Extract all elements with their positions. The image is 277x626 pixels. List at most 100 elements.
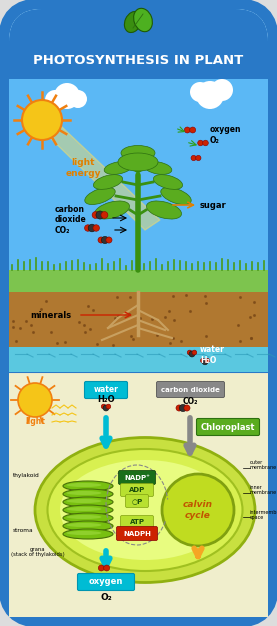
Circle shape (106, 237, 112, 243)
Ellipse shape (63, 529, 113, 539)
Ellipse shape (161, 187, 191, 205)
Ellipse shape (63, 513, 113, 523)
Ellipse shape (124, 11, 142, 33)
Text: carbon dioxide: carbon dioxide (161, 386, 219, 393)
Circle shape (196, 155, 201, 161)
Ellipse shape (121, 145, 155, 160)
Bar (9, 42, 268, 79)
Circle shape (101, 404, 106, 409)
Circle shape (203, 140, 208, 146)
Circle shape (198, 140, 203, 146)
FancyBboxPatch shape (9, 9, 268, 79)
Circle shape (179, 404, 187, 412)
Polygon shape (42, 108, 160, 230)
Ellipse shape (66, 499, 101, 503)
Text: oxygen: oxygen (89, 578, 123, 587)
Circle shape (45, 90, 65, 110)
FancyBboxPatch shape (125, 495, 148, 508)
Ellipse shape (147, 201, 181, 219)
Ellipse shape (144, 162, 172, 175)
Text: PHOTOSYNTHESIS IN PLANT: PHOTOSYNTHESIS IN PLANT (33, 53, 244, 66)
Circle shape (104, 565, 110, 571)
Text: outer
membrane: outer membrane (250, 459, 277, 470)
Bar (9, 347, 268, 372)
Circle shape (201, 358, 205, 363)
Circle shape (88, 224, 96, 232)
Ellipse shape (118, 153, 158, 171)
FancyBboxPatch shape (9, 9, 268, 617)
Bar (9, 120, 268, 330)
Bar (9, 292, 268, 347)
Circle shape (98, 565, 104, 571)
Circle shape (54, 83, 80, 109)
Ellipse shape (85, 187, 115, 205)
Ellipse shape (63, 521, 113, 531)
Circle shape (98, 237, 104, 243)
Ellipse shape (66, 531, 101, 535)
Circle shape (22, 100, 62, 140)
Text: water: water (94, 386, 119, 394)
Circle shape (190, 82, 210, 102)
Ellipse shape (63, 489, 113, 499)
Text: NADP⁺: NADP⁺ (124, 475, 150, 481)
Circle shape (202, 359, 208, 365)
Text: carbon
dioxide
CO₂: carbon dioxide CO₂ (55, 205, 87, 235)
Text: ○P: ○P (131, 498, 143, 504)
Circle shape (196, 81, 224, 109)
Ellipse shape (104, 162, 132, 175)
Text: H₂O: H₂O (97, 396, 115, 404)
Text: minerals: minerals (30, 310, 71, 319)
Text: inner
membrane: inner membrane (250, 485, 277, 495)
Text: light: light (25, 418, 45, 426)
Ellipse shape (66, 523, 101, 527)
Circle shape (106, 404, 111, 409)
Circle shape (162, 474, 234, 546)
FancyBboxPatch shape (9, 9, 268, 209)
Ellipse shape (63, 497, 113, 507)
Ellipse shape (134, 8, 152, 32)
Bar (9, 270, 268, 292)
Circle shape (96, 211, 104, 219)
FancyBboxPatch shape (117, 526, 158, 540)
Circle shape (92, 212, 99, 218)
Text: calvin
cycle: calvin cycle (183, 500, 213, 520)
Text: O₂: O₂ (100, 592, 112, 602)
FancyBboxPatch shape (3, 3, 274, 623)
Text: ADP: ADP (129, 487, 145, 493)
Ellipse shape (93, 175, 123, 190)
Circle shape (18, 383, 52, 417)
Ellipse shape (60, 460, 230, 560)
Circle shape (190, 127, 196, 133)
Text: NADPH: NADPH (123, 530, 151, 536)
Ellipse shape (94, 201, 130, 219)
Text: oxygen
O₂: oxygen O₂ (210, 125, 242, 145)
Ellipse shape (47, 449, 242, 571)
Circle shape (176, 405, 182, 411)
Circle shape (211, 79, 233, 101)
Circle shape (184, 405, 190, 411)
Circle shape (103, 405, 109, 411)
Text: Chloroplast: Chloroplast (201, 423, 255, 431)
Ellipse shape (35, 438, 255, 583)
FancyBboxPatch shape (119, 471, 155, 485)
FancyBboxPatch shape (78, 573, 135, 590)
Ellipse shape (66, 507, 101, 511)
Ellipse shape (66, 491, 101, 495)
FancyBboxPatch shape (196, 419, 260, 436)
Ellipse shape (66, 515, 101, 519)
Ellipse shape (153, 175, 183, 190)
Circle shape (101, 237, 109, 244)
FancyBboxPatch shape (84, 381, 127, 399)
Circle shape (189, 351, 195, 357)
Circle shape (205, 358, 209, 363)
Bar (9, 372, 268, 617)
Text: intermembrane
space: intermembrane space (250, 510, 277, 520)
Circle shape (191, 155, 196, 161)
FancyBboxPatch shape (120, 515, 153, 528)
Circle shape (84, 225, 91, 231)
Text: ATP: ATP (130, 519, 145, 525)
Circle shape (101, 212, 108, 218)
Text: sugar: sugar (200, 200, 227, 210)
Circle shape (69, 90, 87, 108)
FancyBboxPatch shape (157, 381, 224, 398)
